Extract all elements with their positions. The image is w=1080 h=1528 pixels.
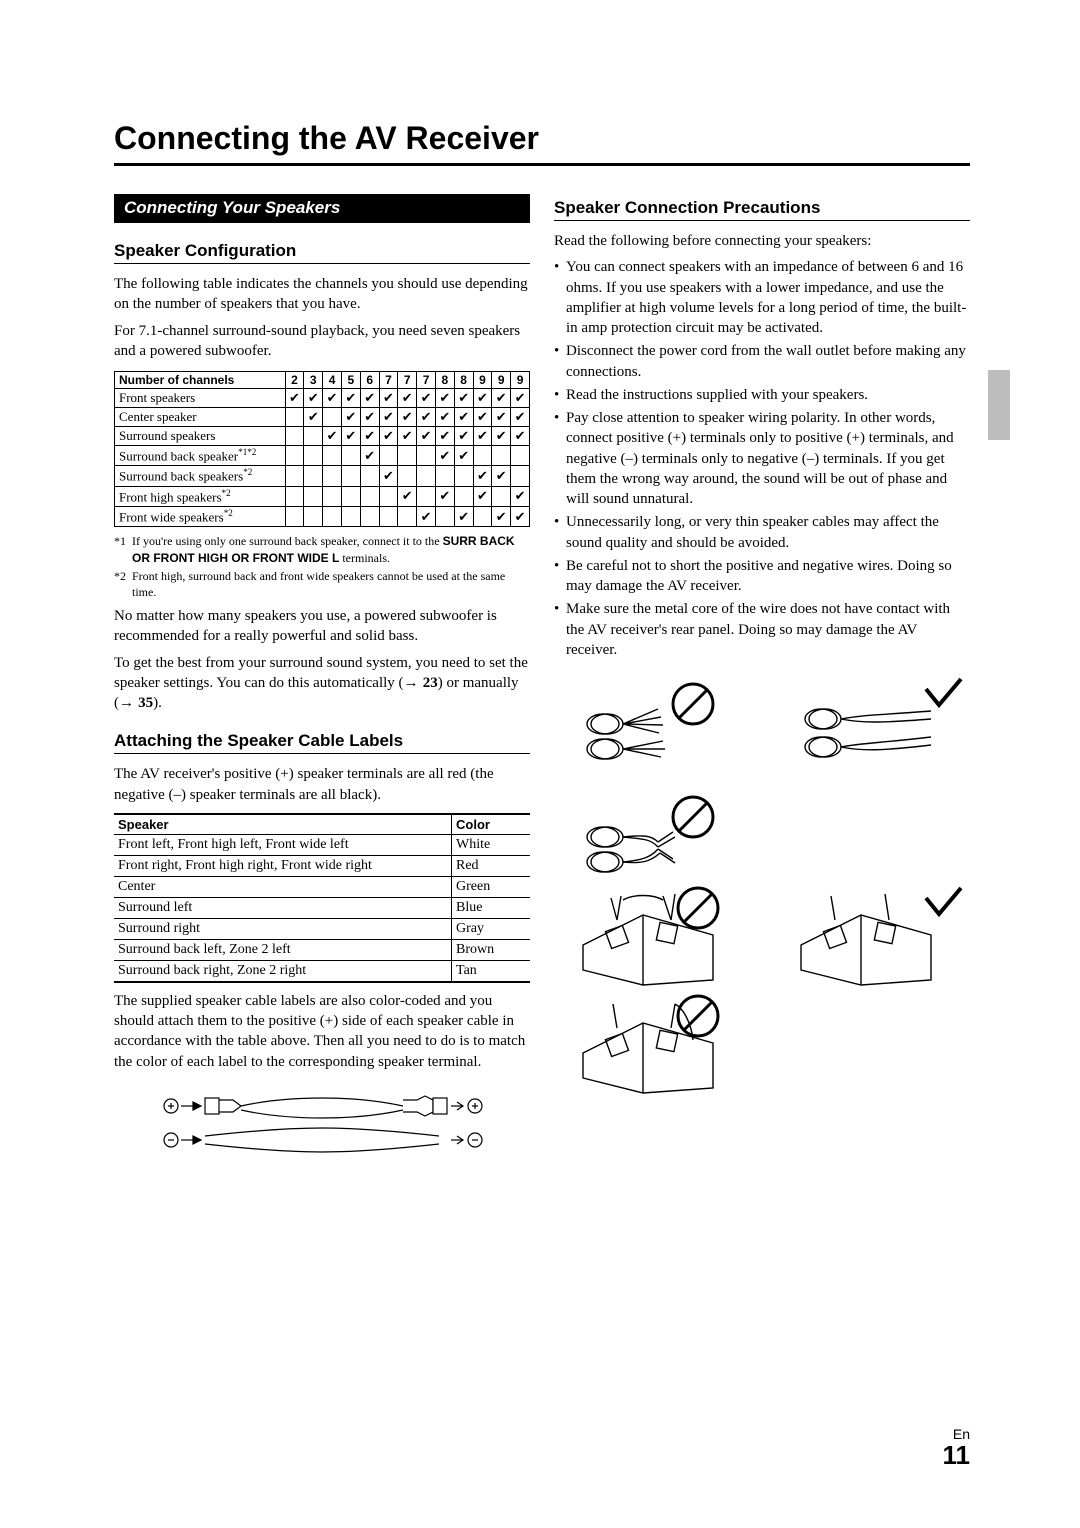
table-row-label: Surround back speakers*2 xyxy=(115,466,286,486)
section-bar: Connecting Your Speakers xyxy=(114,194,530,223)
cable-label-diagram xyxy=(114,1092,530,1156)
right-column: Speaker Connection Precautions Read the … xyxy=(554,194,970,1156)
page-number: En 11 xyxy=(943,1426,971,1468)
paragraph: The supplied speaker cable labels are al… xyxy=(114,991,530,1072)
list-item: Unnecessarily long, or very thin speaker… xyxy=(554,512,970,553)
title-rule xyxy=(114,163,970,166)
channels-table: Number of channels2345677788999 Front sp… xyxy=(114,371,530,527)
footnotes: *1If you're using only one surround back… xyxy=(114,533,530,600)
paragraph: The following table indicates the channe… xyxy=(114,274,530,315)
diagram-no-frayed xyxy=(554,674,752,774)
paragraph: No matter how many speakers you use, a p… xyxy=(114,606,530,647)
diagram-no-panel-contact xyxy=(554,998,752,1098)
side-tab xyxy=(988,370,1010,440)
diagram-no-terminal-short xyxy=(554,890,752,990)
list-item: You can connect speakers with an impedan… xyxy=(554,257,970,338)
table-row-label: Center speaker xyxy=(115,408,286,427)
left-column: Connecting Your Speakers Speaker Configu… xyxy=(114,194,530,1156)
paragraph: Read the following before connecting you… xyxy=(554,231,970,251)
diagram-ok-twisted xyxy=(772,674,970,774)
table-row-label: Surround speakers xyxy=(115,427,286,446)
diagram-ok-terminal xyxy=(772,890,970,990)
table-row-label: Surround back speaker*1*2 xyxy=(115,446,286,466)
page: Connecting the AV Receiver Connecting Yo… xyxy=(0,0,1080,1216)
heading-rule xyxy=(114,263,530,264)
heading-precautions: Speaker Connection Precautions xyxy=(554,198,970,218)
table-row-label: Front high speakers*2 xyxy=(115,486,286,506)
page-title: Connecting the AV Receiver xyxy=(114,120,970,157)
heading-rule xyxy=(554,220,970,221)
list-item: Read the instructions supplied with your… xyxy=(554,385,970,405)
precaution-diagrams xyxy=(554,674,970,1098)
heading-config: Speaker Configuration xyxy=(114,241,530,261)
diagram-no-short xyxy=(554,782,752,882)
list-item: Pay close attention to speaker wiring po… xyxy=(554,408,970,509)
list-item: Disconnect the power cord from the wall … xyxy=(554,341,970,382)
color-table: SpeakerColor Front left, Front high left… xyxy=(114,813,530,983)
heading-rule xyxy=(114,753,530,754)
table-row-label: Front wide speakers*2 xyxy=(115,506,286,526)
paragraph: For 7.1-channel surround-sound playback,… xyxy=(114,321,530,362)
paragraph: To get the best from your surround sound… xyxy=(114,653,530,714)
list-item: Be careful not to short the positive and… xyxy=(554,556,970,597)
heading-labels: Attaching the Speaker Cable Labels xyxy=(114,731,530,751)
table-row-label: Front speakers xyxy=(115,389,286,408)
list-item: Make sure the metal core of the wire doe… xyxy=(554,599,970,660)
bullet-list: You can connect speakers with an impedan… xyxy=(554,257,970,660)
paragraph: The AV receiver's positive (+) speaker t… xyxy=(114,764,530,805)
